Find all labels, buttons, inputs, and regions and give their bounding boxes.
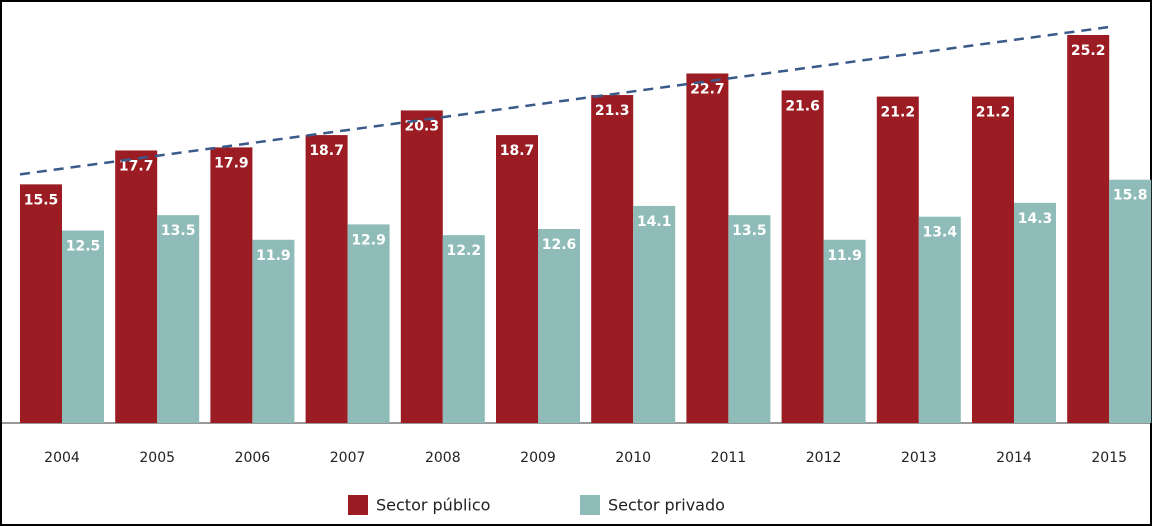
data-label: 20.3: [405, 118, 440, 134]
data-label: 12.6: [542, 237, 577, 253]
data-label: 21.2: [881, 105, 916, 121]
data-label: 17.9: [214, 155, 249, 171]
x-tick-label: 2004: [44, 450, 80, 466]
bar: [252, 239, 295, 423]
bar: [918, 216, 961, 423]
bar: [781, 90, 824, 423]
bar: [496, 135, 538, 424]
bar: [728, 215, 771, 423]
bar: [1014, 202, 1056, 423]
legend-swatch: [348, 495, 368, 515]
x-tick-label: 2008: [425, 450, 461, 466]
data-label: 12.5: [66, 239, 101, 255]
bar: [62, 230, 104, 423]
bar: [20, 184, 62, 423]
bar: [591, 95, 634, 424]
x-tick-label: 2007: [330, 450, 366, 466]
data-label: 14.3: [1018, 211, 1053, 227]
data-label: 22.7: [690, 81, 725, 97]
bar: [823, 239, 866, 423]
bar: [686, 73, 729, 423]
data-label: 12.2: [447, 243, 482, 259]
x-tick-label: 2015: [1091, 450, 1127, 466]
data-label: 18.7: [500, 143, 535, 159]
data-label: 15.5: [24, 192, 59, 208]
legend-swatch: [580, 495, 600, 515]
legend-label: Sector público: [376, 496, 490, 515]
data-label: 13.4: [923, 225, 958, 241]
x-tick-label: 2012: [806, 450, 842, 466]
bar: [210, 147, 253, 423]
x-tick-label: 2011: [711, 450, 747, 466]
bar: [1109, 179, 1152, 423]
bar: [876, 96, 919, 423]
data-label: 15.8: [1113, 188, 1148, 204]
x-tick-label: 2009: [520, 450, 556, 466]
data-label: 11.9: [827, 248, 862, 264]
x-tick-label: 2014: [996, 450, 1032, 466]
bar: [305, 135, 348, 424]
bar: [347, 224, 390, 423]
x-tick-label: 2005: [139, 450, 175, 466]
data-label: 13.5: [732, 223, 767, 239]
bar: [115, 150, 158, 423]
legend-label: Sector privado: [608, 496, 725, 515]
data-label: 14.1: [637, 214, 672, 230]
trend-line: [19, 25, 1110, 176]
bar: [442, 235, 485, 423]
x-tick-label: 2006: [235, 450, 271, 466]
x-tick-label: 2010: [615, 450, 651, 466]
bar: [400, 110, 443, 423]
data-label: 18.7: [309, 143, 344, 159]
data-label: 13.5: [161, 223, 196, 239]
bar: [633, 205, 676, 423]
bar: [157, 215, 200, 423]
data-label: 12.9: [351, 232, 386, 248]
data-label: 21.2: [976, 105, 1011, 121]
data-label: 17.7: [119, 158, 154, 174]
bar: [1067, 35, 1110, 423]
bar: [972, 96, 1014, 423]
x-tick-label: 2013: [901, 450, 937, 466]
data-label: 25.2: [1071, 43, 1106, 59]
data-label: 21.3: [595, 103, 630, 119]
data-label: 11.9: [256, 248, 291, 264]
data-label: 21.6: [785, 98, 820, 114]
bar: [538, 229, 580, 423]
